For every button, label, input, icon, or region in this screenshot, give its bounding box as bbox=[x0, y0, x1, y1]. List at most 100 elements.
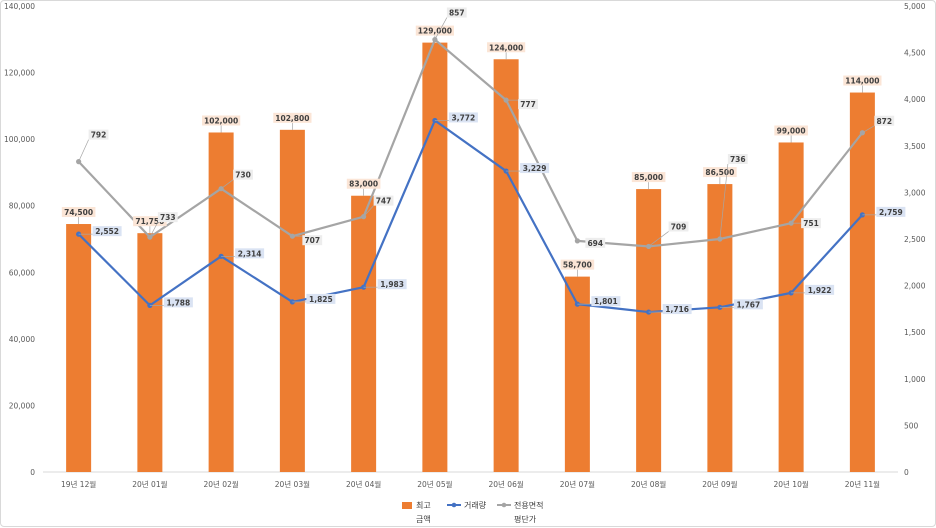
pyeong-price-value-label-bg bbox=[373, 195, 394, 206]
pyeong-price-value-label: 777 bbox=[520, 100, 536, 109]
y-right-tick-label: 500 bbox=[904, 421, 919, 430]
pyeong-price-value-label: 751 bbox=[803, 219, 819, 228]
bar-value-label: 114,000 bbox=[845, 77, 879, 86]
x-tick-label: 20년 08월 bbox=[631, 479, 666, 489]
bar-value-label-bg bbox=[346, 178, 381, 189]
pyeong-price-value-label-bg bbox=[801, 218, 821, 229]
volume-value-label-bg bbox=[163, 297, 193, 308]
volume-value-label-bg bbox=[92, 226, 122, 237]
bar bbox=[636, 189, 662, 473]
legend-swatch-bar bbox=[402, 502, 412, 509]
bar-value-label: 71,750 bbox=[135, 217, 164, 226]
pyeong-price-value-label: 733 bbox=[160, 213, 176, 222]
pyeong-price-value-leader bbox=[78, 139, 89, 162]
legend-marker-pyeong bbox=[501, 502, 507, 508]
bar-value-label-bg bbox=[61, 207, 96, 218]
pyeong-price-value-leader bbox=[648, 231, 669, 247]
volume-value-label-bg bbox=[805, 284, 835, 295]
bar-value-label: 129,000 bbox=[418, 27, 452, 36]
volume-line bbox=[77, 119, 864, 314]
volume-value-label: 1,788 bbox=[167, 298, 191, 307]
volume-value-label: 3,229 bbox=[523, 164, 547, 173]
x-tick-label: 20년 09월 bbox=[702, 479, 737, 489]
x-tick-label: 20년 10월 bbox=[773, 479, 808, 489]
pyeong-price-value-label: 707 bbox=[304, 236, 320, 245]
pyeong-price-value-label: 730 bbox=[235, 171, 251, 180]
pyeong-price-value-leader bbox=[719, 163, 729, 240]
y-left-tick-label: 20,000 bbox=[9, 401, 35, 410]
pyeong-price-value-label-bg bbox=[585, 237, 606, 248]
pyeong-price-value-label-bg bbox=[233, 169, 253, 180]
y-right-tick-label: 1,000 bbox=[904, 375, 926, 384]
y-right-tick-label: 4,000 bbox=[904, 95, 926, 104]
legend-label: 평단가 bbox=[514, 514, 537, 524]
bar-value-label: 99,000 bbox=[777, 126, 806, 135]
bar bbox=[351, 195, 377, 472]
volume-value-label-bg bbox=[377, 279, 407, 290]
volume-value-label-bg bbox=[662, 304, 692, 315]
volume-value-label: 1,801 bbox=[594, 297, 618, 306]
bar-value-label-bg bbox=[560, 259, 595, 270]
y-left-tick-label: 140,000 bbox=[4, 2, 35, 11]
y-left-tick-label: 80,000 bbox=[9, 202, 35, 211]
bar bbox=[778, 142, 804, 472]
volume-value-label-bg bbox=[876, 206, 906, 217]
y-left-tick-label: 100,000 bbox=[4, 135, 35, 144]
x-tick-label: 20년 01월 bbox=[132, 479, 167, 489]
pyeong-price-value-label: 694 bbox=[587, 239, 603, 248]
bar-value-label-bg bbox=[415, 25, 454, 36]
bar-value-label: 58,700 bbox=[563, 261, 592, 270]
bar bbox=[707, 184, 733, 473]
bar bbox=[66, 224, 92, 472]
pyeong-price-value-leader bbox=[434, 17, 448, 40]
y-right-tick-label: 5,000 bbox=[904, 2, 926, 11]
y-right-tick-label: 3,500 bbox=[904, 142, 926, 151]
volume-value-label: 1,983 bbox=[380, 280, 404, 289]
bar-value-label: 124,000 bbox=[489, 43, 523, 52]
pyeong-price-value-label-bg bbox=[727, 154, 748, 164]
x-tick-label: 20년 02월 bbox=[203, 479, 238, 489]
volume-value-label-bg bbox=[235, 248, 265, 259]
pyeong-price-value-label-bg bbox=[518, 99, 538, 110]
volume-value-label-bg bbox=[306, 293, 336, 304]
bar-value-label-bg bbox=[202, 115, 241, 126]
bar-value-label-bg bbox=[843, 75, 882, 86]
y-right-tick-label: 3,000 bbox=[904, 188, 926, 197]
pyeong-price-value-label-bg bbox=[874, 115, 895, 126]
legend-label: 전용면적 bbox=[514, 500, 543, 510]
pyeong-price-value-label: 857 bbox=[449, 9, 465, 18]
pyeong-price-line bbox=[77, 38, 864, 248]
bar bbox=[208, 132, 234, 472]
x-tick-label: 20년 05월 bbox=[417, 479, 452, 489]
pyeong-price-value-label: 709 bbox=[671, 222, 687, 231]
y-right-tick-label: 1,500 bbox=[904, 328, 926, 337]
pyeong-price-value-leader bbox=[149, 221, 159, 238]
x-tick-label: 20년 11월 bbox=[845, 479, 880, 489]
pyeong-price-value-label: 747 bbox=[376, 197, 392, 206]
volume-value-label: 1,825 bbox=[309, 295, 333, 304]
legend-label: 금액 bbox=[416, 514, 431, 524]
pyeong-price-value-label-bg bbox=[88, 129, 109, 140]
volume-value-label: 2,759 bbox=[879, 208, 903, 217]
bar bbox=[493, 59, 519, 472]
x-tick-label: 20년 04월 bbox=[346, 479, 381, 489]
legend-label: 거래량 bbox=[464, 500, 487, 510]
pyeong-price-value-label: 736 bbox=[730, 155, 746, 164]
bar-value-label: 83,000 bbox=[349, 180, 378, 189]
bar-value-label-bg bbox=[487, 42, 526, 53]
bar-value-label-bg bbox=[774, 125, 808, 136]
pyeong-price-value-label-bg bbox=[668, 221, 689, 232]
volume-value-label: 2,552 bbox=[95, 227, 119, 236]
y-left-tick-label: 40,000 bbox=[9, 335, 35, 344]
bar bbox=[564, 276, 590, 472]
volume-value-label: 1,716 bbox=[665, 305, 689, 314]
bar-value-label: 74,500 bbox=[64, 208, 93, 217]
volume-value-label: 3,772 bbox=[452, 113, 476, 122]
bar-value-label-bg bbox=[631, 172, 666, 183]
volume-value-label: 2,314 bbox=[238, 249, 262, 258]
y-left-tick-label: 0 bbox=[30, 468, 35, 477]
x-tick-label: 20년 03월 bbox=[275, 479, 310, 489]
pyeong-price-value-label-bg bbox=[302, 235, 323, 246]
bar-value-label: 86,500 bbox=[705, 168, 734, 177]
